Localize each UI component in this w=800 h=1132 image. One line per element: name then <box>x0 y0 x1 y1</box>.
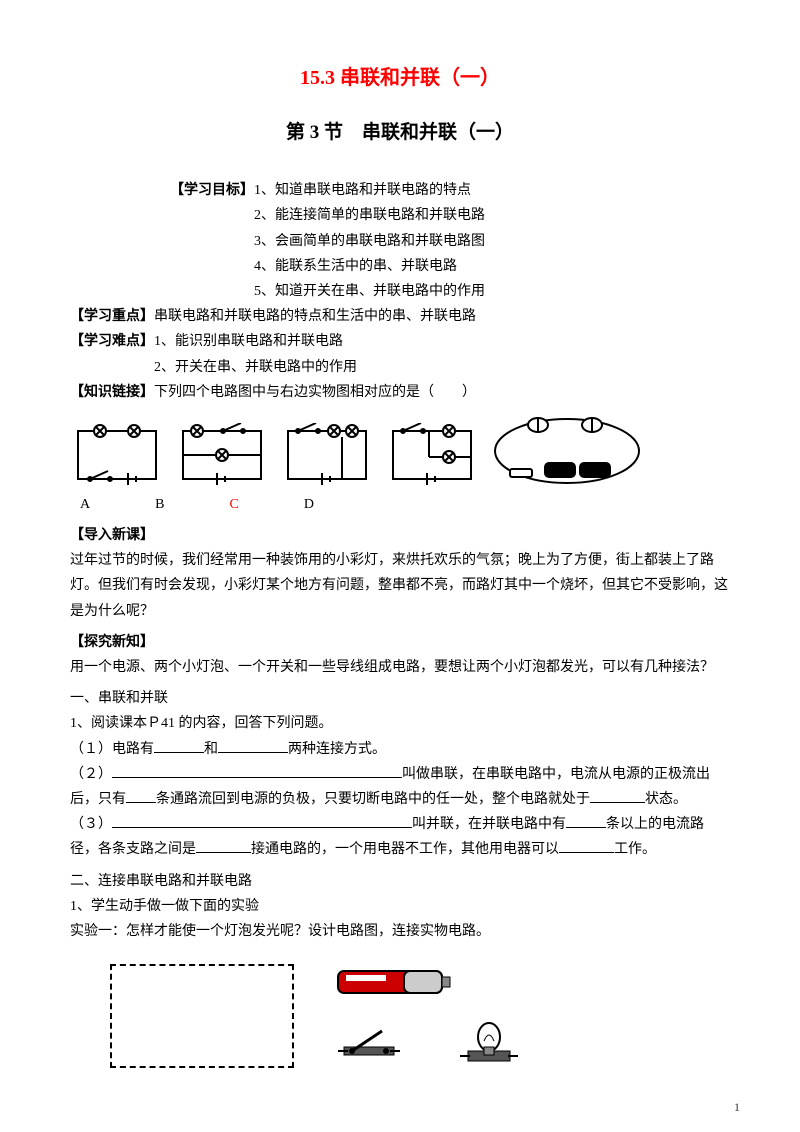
nandian-2: 2、开关在串、并联电路中的作用 <box>154 355 730 380</box>
physical-circuit-icon <box>490 413 645 488</box>
goal-2: 2、能连接简单的串联电路和并联电路 <box>254 203 730 228</box>
goals-label: 【学习目标】 <box>170 183 254 198</box>
q1-1: （１）电路有 和 两种连接方式。 <box>70 737 730 762</box>
switch-component-icon <box>334 1019 404 1059</box>
blank <box>218 738 288 753</box>
difficulty-row: 【学习难点】1、能识别串联电路和并联电路 2、开关在串、并联电路中的作用 <box>70 329 730 379</box>
link-label: 【知识链接】 <box>70 385 154 400</box>
question-intro: 用一个电源、两个小灯泡、一个开关和一些导线组成电路，要想让两个小灯泡都发光，可以… <box>70 655 730 680</box>
q1-2d: 状态。 <box>645 792 687 807</box>
exp-header: 1、学生动手做一做下面的实验 <box>70 894 730 919</box>
blank <box>559 838 614 853</box>
q1-2c: 条通路流回到电源的负极，只要切断电路中的任一处，整个电路就处于 <box>156 792 590 807</box>
q1-3a: （３） <box>70 817 112 832</box>
q1-header: 1、阅读课本Ｐ41 的内容，回答下列问题。 <box>70 711 730 736</box>
circuit-option-b-icon <box>175 423 270 488</box>
goal-3: 3、会画简单的串联电路和并联电路图 <box>254 229 730 254</box>
goal-5: 5、知道开关在串、并联电路中的作用 <box>254 279 730 304</box>
link-text: 下列四个电路图中与右边实物图相对应的是（ ） <box>154 385 476 400</box>
blank <box>112 813 412 828</box>
q1-3: （３）叫并联，在并联电路中有条以上的电流路径，各条支路之间是接通电路的，一个用电… <box>70 812 730 862</box>
design-box <box>110 964 294 1068</box>
q1-1a: （１）电路有 <box>70 742 154 757</box>
goal-1: 1、知道串联电路和并联电路的特点 <box>254 183 471 198</box>
q1-3d: 接通电路的，一个用电器不工作，其他用电器可以 <box>251 842 559 857</box>
bulb-component-icon <box>454 1019 524 1067</box>
section-2-title: 二、连接串联电路和并联电路 <box>70 869 730 894</box>
circuit-option-a-icon <box>70 423 165 488</box>
q1-1b: 和 <box>204 742 218 757</box>
zhongdian-text: 串联电路和并联电路的特点和生活中的串、并联电路 <box>154 309 476 324</box>
zhongdian-label: 【学习重点】 <box>70 309 154 324</box>
components-row <box>110 964 730 1068</box>
tanjiu-label: 【探究新知】 <box>70 630 730 655</box>
goal-4: 4、能联系生活中的串、并联电路 <box>254 254 730 279</box>
battery-icon <box>334 965 454 999</box>
nandian-label: 【学习难点】 <box>70 334 154 349</box>
blank <box>196 838 251 853</box>
learning-goals: 【学习目标】1、知道串联电路和并联电路的特点 2、能连接简单的串联电路和并联电路… <box>70 178 730 304</box>
opt-c: C <box>229 492 238 517</box>
exp-1: 实验一：怎样才能使一个灯泡发光呢？设计电路图，连接实物电路。 <box>70 919 730 944</box>
knowledge-link-row: 【知识链接】下列四个电路图中与右边实物图相对应的是（ ） <box>70 380 730 405</box>
blank <box>590 788 645 803</box>
daoru-label: 【导入新课】 <box>70 523 730 548</box>
daoru-text: 过年过节的时候，我们经常用一种装饰用的小彩灯，来烘托欢乐的气氛；晚上为了方便，街… <box>70 548 730 624</box>
blank <box>126 788 156 803</box>
blank <box>566 813 606 828</box>
circuit-diagram-row <box>70 413 730 488</box>
opt-a: A <box>80 492 90 517</box>
option-labels: A B C D <box>80 492 730 517</box>
circuit-option-d-icon <box>385 423 480 488</box>
opt-d: D <box>304 492 314 517</box>
circuit-option-c-icon <box>280 423 375 488</box>
key-point-row: 【学习重点】串联电路和并联电路的特点和生活中的串、并联电路 <box>70 304 730 329</box>
main-title: 15.3 串联和并联（一） <box>70 60 730 96</box>
sub-title: 第 3 节 串联和并联（一） <box>70 116 730 150</box>
blank <box>154 738 204 753</box>
q1-1c: 两种连接方式。 <box>288 742 386 757</box>
opt-b: B <box>155 492 164 517</box>
q1-2a: （２） <box>70 767 112 782</box>
q1-3e: 工作。 <box>614 842 656 857</box>
page-number: 1 <box>734 1100 740 1115</box>
document-page: 15.3 串联和并联（一） 第 3 节 串联和并联（一） 【学习目标】1、知道串… <box>0 0 800 1108</box>
section-1-title: 一、串联和并联 <box>70 686 730 711</box>
component-icons <box>334 965 524 1066</box>
q1-3b: 叫并联，在并联电路中有 <box>412 817 566 832</box>
blank <box>112 763 402 778</box>
q1-2: （２）叫做串联，在串联电路中，电流从电源的正极流出后，只有条通路流回到电源的负极… <box>70 762 730 812</box>
nandian-1: 1、能识别串联电路和并联电路 <box>154 334 343 349</box>
